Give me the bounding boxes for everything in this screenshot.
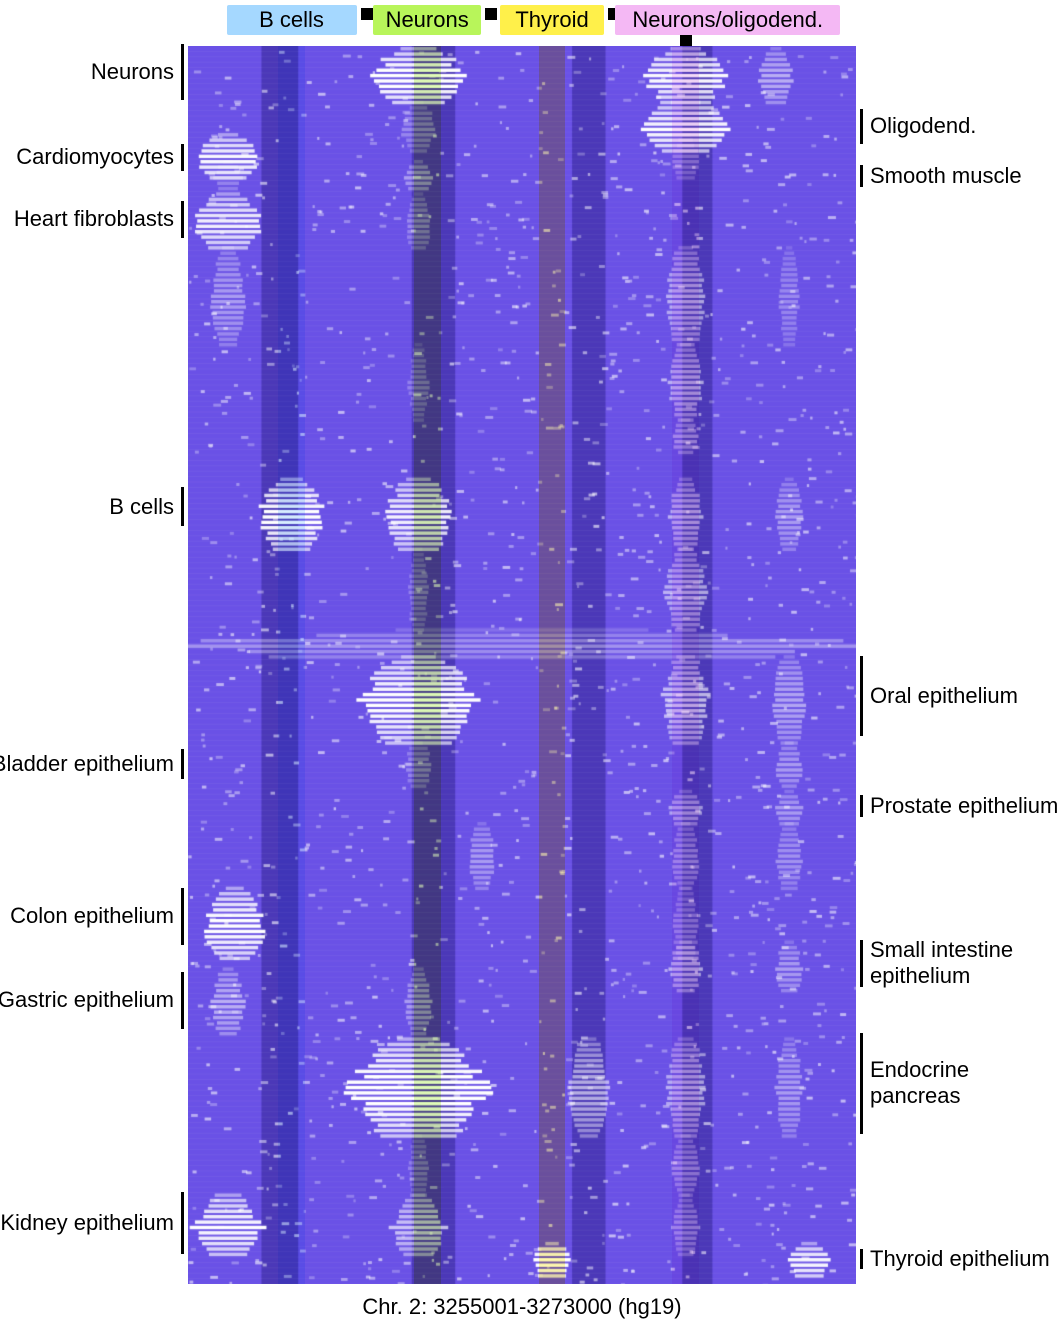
row-label-right: Thyroid epithelium xyxy=(870,1246,1050,1272)
top-label-row: B cells Neurons Thyroid Neurons/oligodend. xyxy=(0,0,1063,46)
row-label-left: Heart fibroblasts xyxy=(14,206,174,232)
row-label-tick xyxy=(860,795,863,817)
top-marker-icon xyxy=(485,8,497,20)
row-label-tick xyxy=(181,44,184,101)
row-label-right: Smooth muscle xyxy=(870,163,1022,189)
row-label-tick xyxy=(181,201,184,238)
row-label-right: Oligodend. xyxy=(870,113,976,139)
row-label-right: Oral epithelium xyxy=(870,683,1018,709)
row-label-right: Endocrinepancreas xyxy=(870,1057,969,1109)
top-marker-icon xyxy=(361,8,373,20)
row-label-tick xyxy=(181,888,184,945)
row-label-left: Cardiomyocytes xyxy=(16,144,174,170)
methylation-heatmap-figure: B cellsNeuronsThyroidNeurons/oligodend. … xyxy=(0,0,1063,1330)
row-label-tick xyxy=(860,1033,863,1135)
highlight-band xyxy=(278,46,305,1284)
row-label-tick xyxy=(181,1192,184,1254)
top-label: Neurons/oligodend. xyxy=(615,5,840,35)
row-label-left: B cells xyxy=(109,494,174,520)
row-label-right: Small intestineepithelium xyxy=(870,937,1013,989)
row-label-tick xyxy=(860,656,863,735)
highlight-band xyxy=(414,46,441,1284)
row-label-tick xyxy=(860,1249,863,1269)
row-label-left: Neurons xyxy=(91,59,174,85)
row-label-left: Gastric epithelium xyxy=(0,987,174,1013)
row-label-tick xyxy=(860,940,863,987)
top-label: Neurons xyxy=(373,5,481,35)
row-label-right: Prostate epithelium xyxy=(870,793,1058,819)
row-label-tick xyxy=(181,144,184,171)
row-label-left: Colon epithelium xyxy=(10,903,174,929)
row-label-tick xyxy=(181,972,184,1029)
row-label-tick xyxy=(181,487,184,527)
row-label-left: Kidney epithelium xyxy=(0,1210,174,1236)
x-axis-caption: Chr. 2: 3255001-3273000 (hg19) xyxy=(188,1294,856,1320)
row-label-tick xyxy=(181,749,184,779)
top-label: B cells xyxy=(227,5,357,35)
row-label-left: Bladder epithelium xyxy=(0,751,174,777)
heatmap-panel xyxy=(188,46,856,1284)
row-label-tick xyxy=(860,109,863,144)
highlight-band xyxy=(539,46,566,1284)
row-label-tick xyxy=(860,165,863,187)
highlight-band xyxy=(672,46,699,1284)
top-label: Thyroid xyxy=(500,5,604,35)
